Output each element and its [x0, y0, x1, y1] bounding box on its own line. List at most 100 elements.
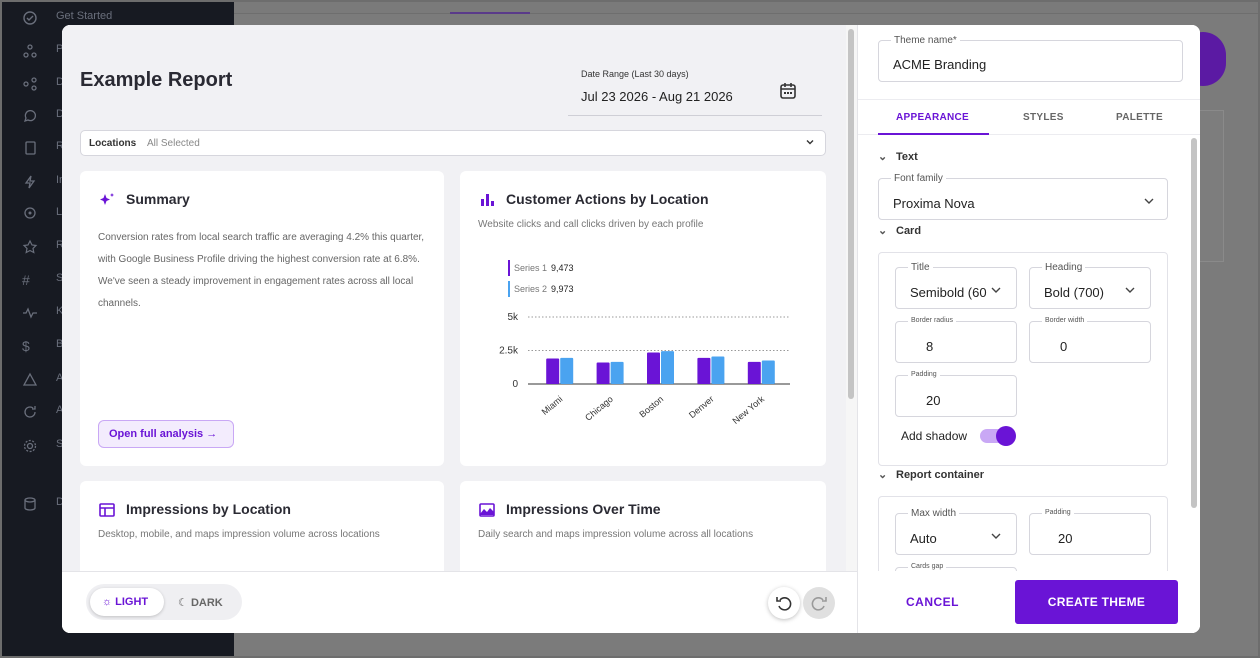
add-shadow-toggle[interactable]: [980, 426, 1016, 446]
theme-name-label: Theme name*: [891, 35, 960, 46]
calendar-icon[interactable]: [778, 81, 798, 101]
undo-button[interactable]: [768, 587, 800, 619]
tab-palette[interactable]: PALETTE: [1116, 112, 1163, 123]
open-full-analysis-button[interactable]: Open full analysis →: [98, 420, 234, 448]
scrollbar-thumb[interactable]: [848, 29, 854, 399]
bg-nav-item[interactable]: # S: [22, 270, 63, 290]
chevron-down-icon: [1125, 287, 1135, 293]
heading-weight-select[interactable]: Heading Bold (700): [1029, 262, 1151, 309]
bg-nav-item[interactable]: P: [22, 41, 63, 61]
impressions-location-card: Impressions by Location Desktop, mobile,…: [80, 481, 444, 571]
locations-filter[interactable]: Locations All Selected: [80, 130, 826, 156]
cancel-button[interactable]: CANCEL: [906, 595, 959, 609]
title-weight-label: Title: [908, 262, 933, 273]
report-container-section-title: Report container: [896, 469, 985, 481]
tab-styles[interactable]: STYLES: [1023, 112, 1064, 123]
max-width-select[interactable]: Max width Auto: [895, 508, 1017, 555]
chat-icon: [23, 109, 37, 123]
card-section-header[interactable]: ⌄ Card: [878, 224, 921, 237]
bg-nav-item[interactable]: K: [22, 303, 63, 323]
border-radius-field[interactable]: Border radius 8: [895, 317, 1017, 363]
font-family-select[interactable]: Font family Proxima Nova: [878, 173, 1168, 220]
gear-icon: [23, 439, 37, 453]
report-container-section-header[interactable]: ⌄ Report container: [878, 468, 984, 481]
bg-nav-item[interactable]: R: [22, 237, 64, 257]
bg-nav-label: S: [56, 438, 64, 450]
card-padding-field[interactable]: Padding 20: [895, 371, 1017, 417]
preview-scroll-area[interactable]: Example Report Date Range (Last 30 days)…: [62, 25, 846, 571]
cards-gap-field[interactable]: Cards gap: [895, 563, 1017, 571]
tab-appearance[interactable]: APPEARANCE: [896, 112, 970, 123]
preview-scrollbar[interactable]: [846, 25, 857, 571]
refresh-icon: [24, 406, 36, 418]
bg-nav-get-started[interactable]: Get Started: [22, 8, 112, 28]
text-section-header[interactable]: ⌄ Text: [878, 150, 918, 163]
card-settings-box: Title Semibold (60 Heading Bold (700) Bo…: [878, 252, 1168, 466]
chevron-down-icon: [991, 533, 1001, 539]
card-padding-value[interactable]: 20: [926, 393, 941, 408]
arrow-right-icon: →: [206, 428, 218, 440]
border-width-field[interactable]: Border width 0: [1029, 317, 1151, 363]
bg-nav-item[interactable]: D: [22, 74, 64, 94]
bg-nav-label: K: [56, 305, 64, 317]
bg-nav-item[interactable]: L: [22, 204, 62, 224]
bg-nav-label: In: [56, 174, 66, 186]
y-tick-label: 2.5k: [499, 346, 519, 357]
date-range-value[interactable]: Jul 23 2026 - Aug 21 2026: [581, 89, 733, 104]
bg-nav-item[interactable]: D: [22, 494, 64, 514]
font-family-label: Font family: [891, 173, 946, 184]
bg-nav-label: Get Started: [56, 10, 113, 22]
bg-nav-item[interactable]: A: [22, 370, 63, 390]
theme-editor-modal: Example Report Date Range (Last 30 days)…: [62, 25, 1200, 633]
redo-button[interactable]: [803, 587, 835, 619]
bg-nav-item[interactable]: D: [22, 106, 64, 126]
bolt-icon: [24, 175, 36, 189]
border-radius-value[interactable]: 8: [926, 339, 934, 354]
settings-footer: CANCEL CREATE THEME: [858, 571, 1200, 633]
bar-new-york-series-1: [747, 361, 761, 384]
chevron-down-icon: [806, 140, 814, 145]
dark-mode-button[interactable]: ☾ DARK: [174, 588, 238, 616]
theme-settings-panel: Theme name* ACME Branding APPEARANCE STY…: [857, 25, 1200, 633]
container-padding-value[interactable]: 20: [1058, 531, 1073, 546]
impressions-location-title: Impressions by Location: [126, 501, 291, 517]
pulse-icon: [23, 307, 37, 319]
title-weight-select[interactable]: Title Semibold (60: [895, 262, 1017, 309]
bar-miami-series-2: [560, 357, 574, 384]
dollar-icon: $: [22, 338, 30, 354]
locations-value: All Selected: [147, 138, 200, 149]
border-width-label: Border width: [1042, 317, 1088, 324]
border-width-value[interactable]: 0: [1060, 339, 1068, 354]
chevron-down-icon: [1144, 198, 1154, 204]
container-padding-field[interactable]: Padding 20: [1029, 509, 1151, 555]
bg-nav-item[interactable]: R: [22, 138, 64, 158]
legend-item-series-1: Series 1 9,473: [508, 260, 574, 276]
active-tab-indicator: [878, 133, 989, 135]
warning-icon: [22, 372, 38, 386]
settings-tabs: APPEARANCE STYLES PALETTE: [858, 99, 1200, 135]
bg-nav-item[interactable]: S: [22, 436, 63, 456]
report-title: Example Report: [80, 69, 233, 91]
light-mode-button[interactable]: ☼ LIGHT: [90, 588, 164, 616]
theme-name-field[interactable]: Theme name* ACME Branding: [878, 35, 1183, 82]
bg-nav-item[interactable]: A: [22, 402, 63, 422]
settings-scrollbar[interactable]: [1191, 138, 1197, 508]
background-tab-indicator: [450, 12, 530, 14]
settings-scroll-area[interactable]: ⌄ Text Font family Proxima Nova ⌄ Card Tit…: [858, 136, 1200, 571]
star-icon: [22, 239, 38, 254]
bg-nav-item[interactable]: $ B: [22, 336, 63, 356]
summary-title: Summary: [126, 191, 190, 207]
customer-actions-subtitle: Website clicks and call clicks driven by…: [478, 219, 704, 230]
font-family-value: Proxima Nova: [893, 196, 975, 211]
bg-nav-label: A: [56, 372, 64, 384]
theme-name-value[interactable]: ACME Branding: [893, 57, 987, 72]
light-mode-label: LIGHT: [115, 596, 149, 608]
redo-icon: [811, 597, 827, 611]
create-theme-button[interactable]: CREATE THEME: [1015, 580, 1178, 624]
x-tick-label: Chicago: [583, 394, 615, 423]
location-pin-icon: [24, 207, 36, 219]
mode-toggle[interactable]: ☼ LIGHT ☾ DARK: [86, 584, 242, 620]
max-width-value: Auto: [910, 531, 937, 546]
bg-nav-item[interactable]: In: [22, 172, 65, 192]
database-icon: [24, 497, 36, 511]
